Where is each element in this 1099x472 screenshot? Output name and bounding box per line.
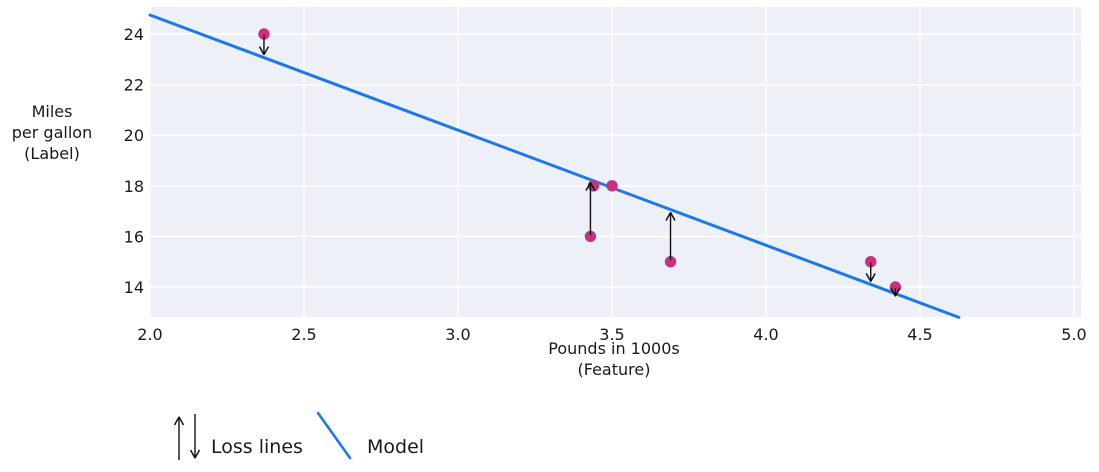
y-tick-label: 20 [124, 126, 144, 145]
model-line [148, 13, 961, 319]
x-tick-label: 5.0 [1061, 325, 1086, 344]
data-point [584, 230, 597, 243]
x-tick-label: 4.5 [907, 325, 932, 344]
y-tick-label: 22 [124, 76, 144, 95]
x-tick-label: 2.5 [291, 325, 316, 344]
legend: Loss lines Model [0, 400, 1099, 470]
x-tick-label: 3.0 [445, 325, 470, 344]
legend-model-label: Model [367, 436, 425, 458]
x-tick-label: 2.0 [137, 325, 162, 344]
legend-loss-label: Loss lines [211, 436, 303, 458]
data-point [664, 256, 677, 268]
plot-background [149, 7, 1081, 317]
y-tick-label: 24 [124, 25, 144, 44]
y-tick-label: 18 [124, 177, 144, 196]
legend-model-line [316, 411, 352, 460]
x-axis-label: Pounds in 1000s (Feature) [548, 339, 680, 379]
model-line-icon [316, 411, 352, 460]
x-tick-label: 3.5 [599, 325, 624, 344]
y-axis-label: Miles per gallon (Label) [11, 102, 93, 163]
y-tick-label: 16 [124, 227, 144, 246]
data-point [606, 180, 618, 192]
y-tick-label: 14 [124, 278, 144, 297]
data-point [258, 28, 270, 40]
x-tick-label: 4.0 [753, 325, 778, 344]
data-point [865, 256, 877, 268]
loss-lines-icon [165, 414, 211, 460]
data-point [587, 180, 600, 192]
